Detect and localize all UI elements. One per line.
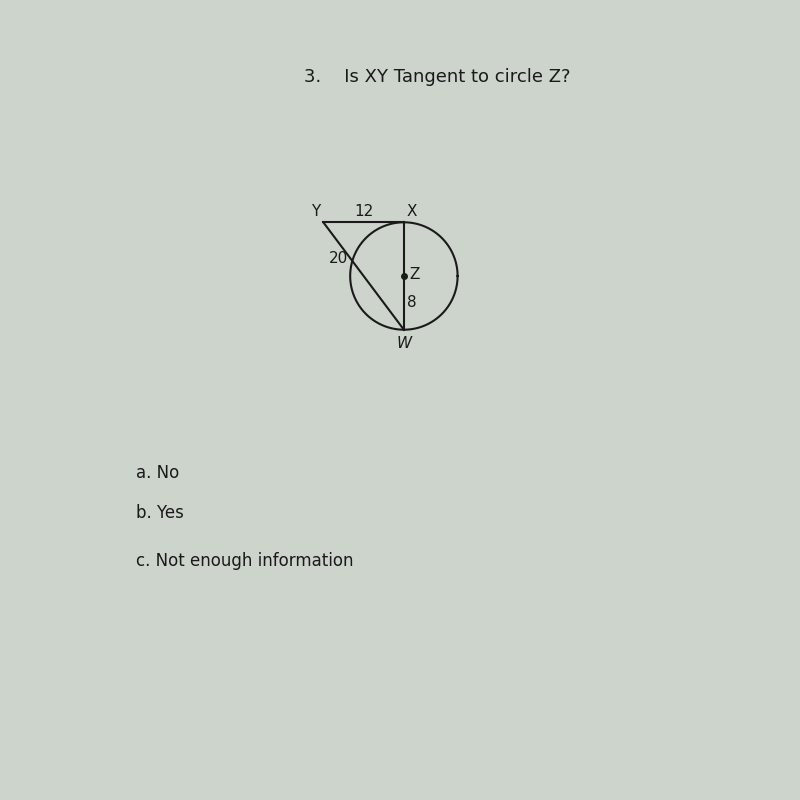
Text: W: W bbox=[396, 336, 411, 351]
Text: 8: 8 bbox=[407, 295, 417, 310]
Text: 3.    Is XY Tangent to circle Z?: 3. Is XY Tangent to circle Z? bbox=[304, 68, 570, 86]
Text: a. No: a. No bbox=[136, 464, 179, 482]
Text: 12: 12 bbox=[354, 203, 374, 218]
Text: Y: Y bbox=[311, 204, 321, 219]
Text: c. Not enough information: c. Not enough information bbox=[136, 552, 354, 570]
Text: Z: Z bbox=[410, 267, 420, 282]
Text: X: X bbox=[406, 204, 417, 219]
Text: 20: 20 bbox=[329, 251, 348, 266]
Text: b. Yes: b. Yes bbox=[136, 504, 184, 522]
